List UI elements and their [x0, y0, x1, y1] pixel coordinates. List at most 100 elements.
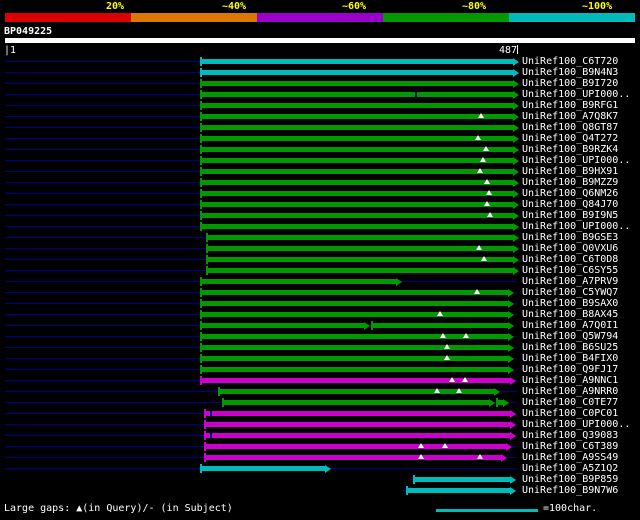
hit-label[interactable]: UniRef100_B6SU25: [522, 342, 619, 353]
hsp-bar[interactable]: [200, 158, 513, 163]
hsp-bar[interactable]: [200, 180, 513, 185]
hsp-bar[interactable]: [218, 389, 494, 394]
hit-label[interactable]: UniRef100_B9I9N5: [522, 210, 619, 221]
hit-label[interactable]: UniRef100_C6SY55: [522, 265, 619, 276]
hsp-bar[interactable]: [206, 257, 513, 262]
alignment-row: UniRef100_B4FIX0: [0, 353, 640, 364]
hsp-bar[interactable]: [200, 59, 513, 64]
hit-label[interactable]: UniRef100_C6T0D8: [522, 254, 619, 265]
hit-label[interactable]: UniRef100_UPI000..: [522, 419, 631, 430]
hit-label[interactable]: UniRef100_B9SAX0: [522, 298, 619, 309]
hit-label[interactable]: UniRef100_C0PC01: [522, 408, 619, 419]
hsp-bar[interactable]: [200, 147, 513, 152]
hit-label[interactable]: UniRef100_B9N7W6: [522, 485, 619, 496]
hit-label[interactable]: UniRef100_C0TE77: [522, 397, 619, 408]
hsp-bar[interactable]: [204, 422, 510, 427]
alignment-row: UniRef100_Q0VXU6: [0, 243, 640, 254]
hsp-bar[interactable]: [204, 411, 510, 416]
hit-label[interactable]: UniRef100_B9HX91: [522, 166, 619, 177]
subject-gap-marker: [415, 92, 417, 97]
hsp-bar[interactable]: [200, 202, 513, 207]
hsp-bar[interactable]: [204, 455, 501, 460]
hsp-bar[interactable]: [200, 345, 508, 350]
hsp-arrowhead-icon: [513, 57, 519, 66]
hsp-bar[interactable]: [200, 92, 513, 97]
hit-label[interactable]: UniRef100_B8AX45: [522, 309, 619, 320]
hsp-bar[interactable]: [206, 235, 513, 240]
hit-label[interactable]: UniRef100_C6T389: [522, 441, 619, 452]
hit-label[interactable]: UniRef100_B9RFG1: [522, 100, 619, 111]
hsp-start-cap: [206, 233, 208, 242]
hit-label[interactable]: UniRef100_C5YWQ7: [522, 287, 619, 298]
alignment-row: UniRef100_A5Z1Q2: [0, 463, 640, 474]
hit-label[interactable]: UniRef100_Q39083: [522, 430, 619, 441]
hsp-bar[interactable]: [413, 477, 510, 482]
hsp-bar[interactable]: [200, 301, 508, 306]
hit-label[interactable]: UniRef100_B9N4N3: [522, 67, 619, 78]
hit-label[interactable]: UniRef100_Q84J70: [522, 199, 619, 210]
hsp-bar[interactable]: [200, 169, 513, 174]
hsp-bar[interactable]: [200, 334, 508, 339]
hit-label[interactable]: UniRef100_Q5W794: [522, 331, 619, 342]
hit-label[interactable]: UniRef100_A7Q0I1: [522, 320, 619, 331]
hsp-bar[interactable]: [200, 290, 508, 295]
hit-label[interactable]: UniRef100_UPI000..: [522, 221, 631, 232]
hsp-bar[interactable]: [200, 279, 396, 284]
hit-label[interactable]: UniRef100_A7PRV9: [522, 276, 619, 287]
hit-label[interactable]: UniRef100_Q6NM26: [522, 188, 619, 199]
hsp-bar[interactable]: [496, 400, 503, 405]
hsp-bar[interactable]: [371, 323, 508, 328]
hit-label[interactable]: UniRef100_B4FIX0: [522, 353, 619, 364]
hsp-bar[interactable]: [204, 433, 510, 438]
hsp-bar[interactable]: [200, 213, 513, 218]
hit-label[interactable]: UniRef100_B9P859: [522, 474, 619, 485]
hsp-bar[interactable]: [200, 224, 513, 229]
hsp-bar[interactable]: [200, 356, 508, 361]
hsp-bar[interactable]: [206, 268, 513, 273]
hit-label[interactable]: UniRef100_Q4T272: [522, 133, 619, 144]
hsp-bar[interactable]: [200, 70, 513, 75]
hit-label[interactable]: UniRef100_A7Q8K7: [522, 111, 619, 122]
hsp-bar[interactable]: [200, 125, 513, 130]
hsp-bar[interactable]: [200, 114, 513, 119]
hsp-bar[interactable]: [200, 367, 508, 372]
hit-label[interactable]: UniRef100_Q0VXU6: [522, 243, 619, 254]
scale-legend-label: =100char.: [543, 503, 598, 514]
hit-label[interactable]: UniRef100_C6T720: [522, 56, 619, 67]
alignment-row: UniRef100_B9HX91: [0, 166, 640, 177]
hit-label[interactable]: UniRef100_B9MZZ9: [522, 177, 619, 188]
hsp-arrowhead-icon: [508, 299, 514, 308]
hsp-arrowhead-icon: [508, 310, 514, 319]
hsp-bar[interactable]: [200, 136, 513, 141]
alignment-row: UniRef100_UPI000..: [0, 155, 640, 166]
hit-label[interactable]: UniRef100_A9SS49: [522, 452, 619, 463]
alignment-row: UniRef100_Q5W794: [0, 331, 640, 342]
hit-label[interactable]: UniRef100_B9GSE3: [522, 232, 619, 243]
hit-label[interactable]: UniRef100_UPI000..: [522, 89, 631, 100]
hsp-bar[interactable]: [206, 246, 513, 251]
hit-label[interactable]: UniRef100_B9I720: [522, 78, 619, 89]
hit-label[interactable]: UniRef100_Q8GT87: [522, 122, 619, 133]
hsp-arrowhead-icon: [513, 134, 519, 143]
hsp-bar[interactable]: [406, 488, 510, 493]
hsp-bar[interactable]: [200, 81, 513, 86]
hit-label[interactable]: UniRef100_Q9FJ17: [522, 364, 619, 375]
hsp-bar[interactable]: [200, 191, 513, 196]
hsp-bar[interactable]: [222, 400, 489, 405]
hit-label[interactable]: UniRef100_A9NRR0: [522, 386, 619, 397]
query-name: BP049225: [4, 26, 53, 37]
hsp-bar[interactable]: [200, 323, 364, 328]
hsp-bar[interactable]: [204, 444, 506, 449]
hsp-bar[interactable]: [200, 103, 513, 108]
hit-label[interactable]: UniRef100_B9RZK4: [522, 144, 619, 155]
hsp-bar[interactable]: [200, 466, 325, 471]
hit-label[interactable]: UniRef100_UPI000..: [522, 155, 631, 166]
hsp-bar[interactable]: [200, 312, 508, 317]
hit-label[interactable]: UniRef100_A5Z1Q2: [522, 463, 619, 474]
hsp-start-cap: [222, 398, 224, 407]
alignment-row: UniRef100_Q8GT87: [0, 122, 640, 133]
hsp-start-cap: [204, 442, 206, 451]
hit-label[interactable]: UniRef100_A9NNC1: [522, 375, 619, 386]
alignment-row: UniRef100_UPI000..: [0, 221, 640, 232]
hsp-bar[interactable]: [200, 378, 510, 383]
